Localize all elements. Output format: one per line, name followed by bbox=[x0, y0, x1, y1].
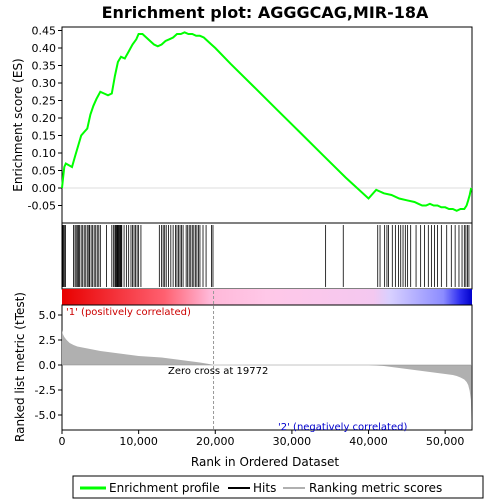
x-tick-label: 30,000 bbox=[273, 435, 312, 448]
chart-title: Enrichment plot: AGGGCAG,MIR-18A bbox=[102, 3, 429, 22]
es-y-tick-label: -0.05 bbox=[28, 200, 56, 213]
legend-label-enrichment-profile: Enrichment profile bbox=[109, 481, 220, 495]
metric-y-tick-label: 0.0 bbox=[39, 359, 57, 372]
metric-y-axis-ticks: 5.0 2.5 0.0 -2.5 -5.0 bbox=[35, 309, 62, 422]
es-y-axis-label: Enrichment score (ES) bbox=[11, 58, 25, 191]
x-tick-label: 50,000 bbox=[426, 435, 465, 448]
x-tick-label: 10,000 bbox=[119, 435, 158, 448]
rank-color-bar bbox=[62, 289, 472, 305]
metric-y-tick-label: 2.5 bbox=[39, 334, 57, 347]
x-tick-label: 40,000 bbox=[349, 435, 388, 448]
legend-box bbox=[72, 475, 484, 499]
legend-label-hits: Hits bbox=[253, 481, 276, 495]
es-y-tick-label: 0.10 bbox=[32, 147, 57, 160]
metric-y-tick-label: -2.5 bbox=[35, 384, 56, 397]
es-y-tick-label: 0.25 bbox=[32, 95, 57, 108]
es-y-tick-label: 0.30 bbox=[32, 77, 57, 90]
positive-correlation-label: '1' (positively correlated) bbox=[66, 307, 191, 318]
legend-item-enrichment-profile: Enrichment profile bbox=[80, 481, 220, 495]
es-y-tick-label: 0.15 bbox=[32, 130, 57, 143]
es-y-tick-label: 0.45 bbox=[32, 25, 57, 38]
es-y-tick-label: 0.05 bbox=[32, 165, 57, 178]
hit-markers bbox=[62, 225, 470, 287]
es-y-axis-ticks: 0.45 0.40 0.35 0.30 0.25 0.20 0.15 0.10 0.05 0.00… bbox=[28, 25, 62, 213]
zero-cross-label: Zero cross at 19772 bbox=[168, 366, 268, 377]
es-panel-frame bbox=[61, 26, 473, 224]
metric-y-axis-label: Ranked list metric (tTest) bbox=[13, 292, 27, 442]
es-y-tick-label: 0.35 bbox=[32, 60, 57, 73]
metric-y-tick-label: 5.0 bbox=[39, 309, 57, 322]
es-y-tick-label: 0.00 bbox=[32, 182, 57, 195]
x-axis-ticks: 0 10,000 20,000 30,000 40,000 50,000 bbox=[59, 430, 465, 448]
ranking-metric-area bbox=[62, 330, 472, 427]
legend-item-hits: Hits bbox=[228, 481, 276, 495]
x-axis-label: Rank in Ordered Dataset bbox=[191, 455, 339, 469]
x-tick-label: 0 bbox=[59, 435, 66, 448]
negative-correlation-label: '2' (negatively correlated) bbox=[278, 422, 407, 433]
metric-y-tick-label: -5.0 bbox=[35, 409, 56, 422]
legend-item-ranking-metric: Ranking metric scores bbox=[283, 481, 442, 495]
metric-panel-frame bbox=[61, 304, 473, 431]
es-y-tick-label: 0.20 bbox=[32, 112, 57, 125]
es-y-tick-label: 0.40 bbox=[32, 42, 57, 55]
x-tick-label: 20,000 bbox=[196, 435, 235, 448]
legend-label-ranking-metric: Ranking metric scores bbox=[309, 481, 442, 495]
enrichment-profile-line bbox=[61, 31, 473, 212]
